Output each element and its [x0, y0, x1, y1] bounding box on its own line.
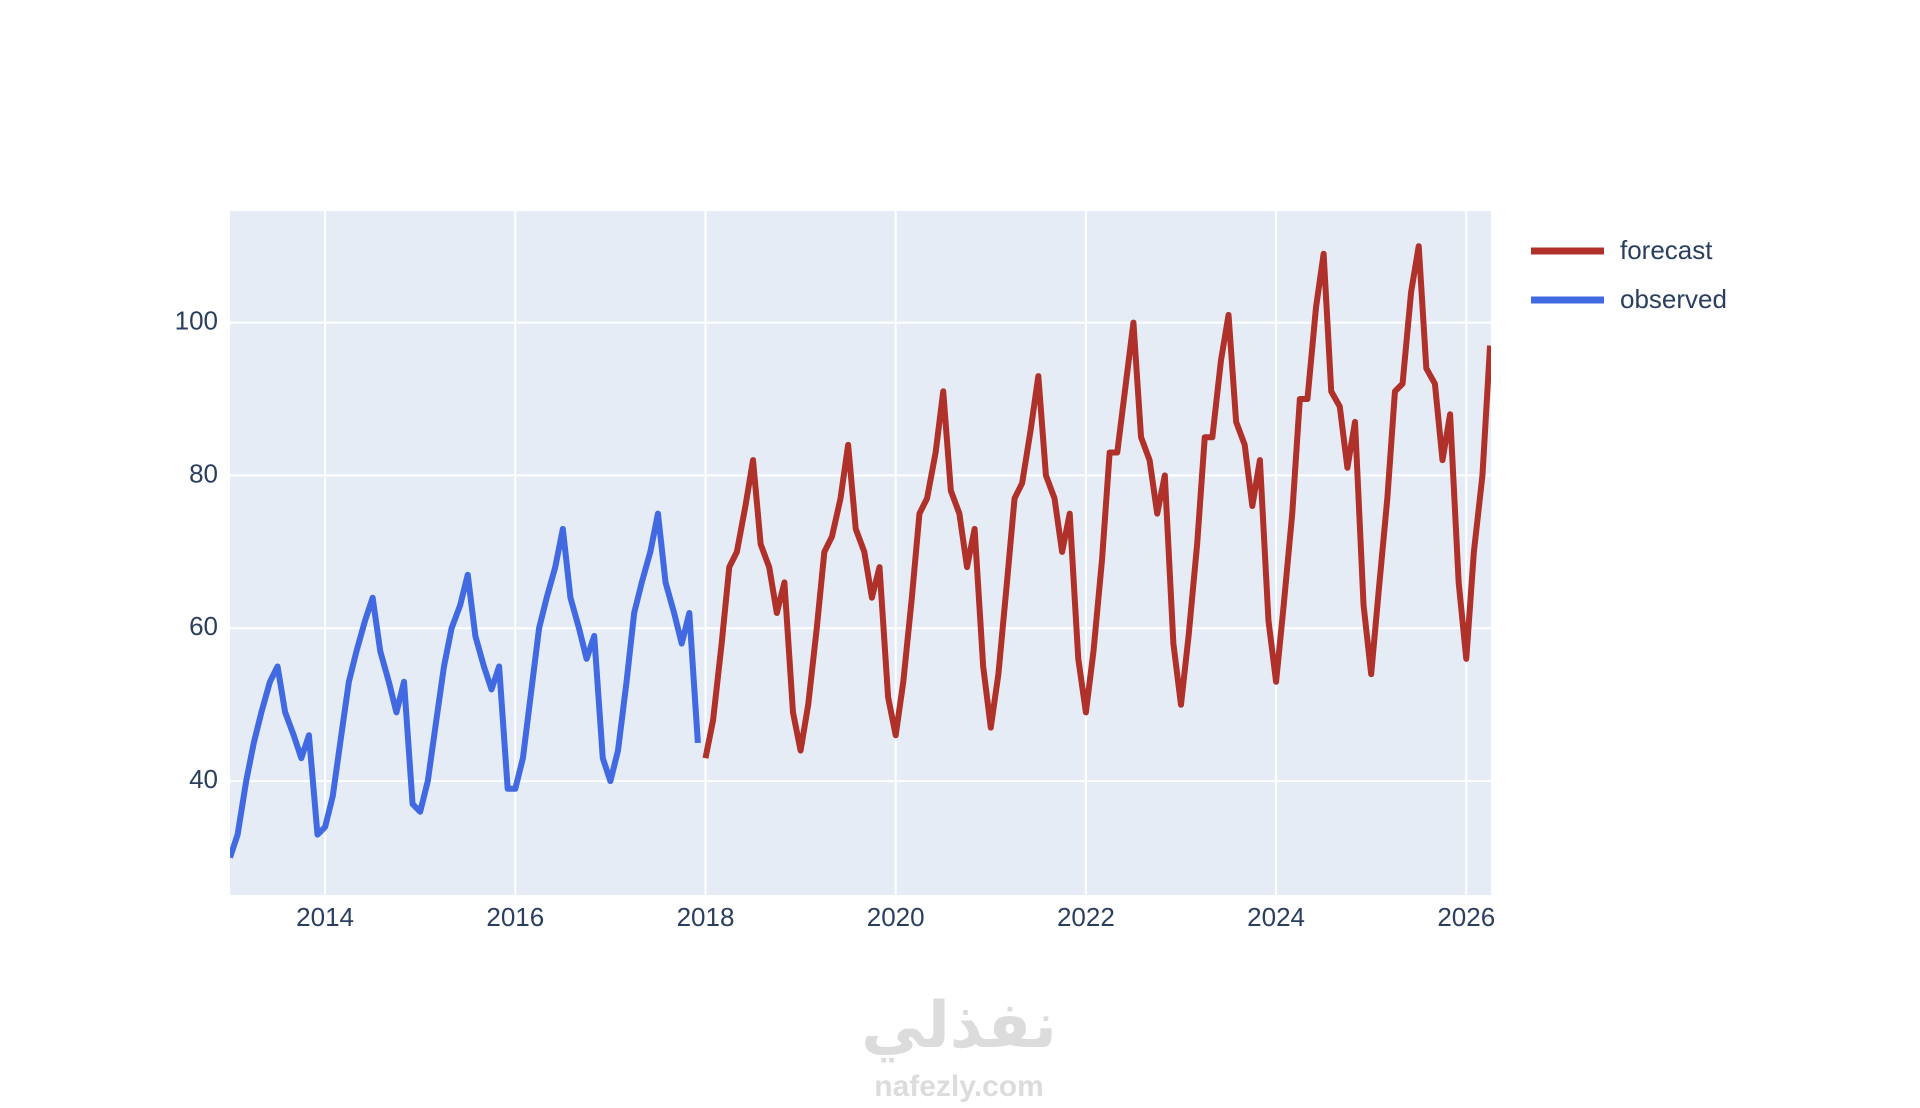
- y-tick-label: 100: [175, 305, 218, 335]
- grid: [230, 211, 1491, 895]
- lines: [230, 243, 1491, 859]
- watermark-latin: nafezly.com: [874, 1070, 1044, 1103]
- x-tick-label: 2022: [1057, 902, 1115, 932]
- x-tick-label: 2016: [486, 902, 544, 932]
- legend-label: observed: [1620, 284, 1727, 314]
- y-tick-label: 80: [189, 458, 218, 488]
- x-tick-label: 2014: [296, 902, 354, 932]
- x-tick-label: 2026: [1437, 902, 1495, 932]
- y-tick-label: 40: [189, 764, 218, 794]
- watermark-arabic: نفذلي: [861, 989, 1057, 1063]
- y-tick-label: 60: [189, 611, 218, 641]
- series-line: [230, 510, 701, 859]
- x-tick-label: 2020: [867, 902, 925, 932]
- x-tick-label: 2024: [1247, 902, 1305, 932]
- legend-label: forecast: [1620, 235, 1713, 265]
- labels: 40 60 80 100 2014 2016 2018 2020 2022 2024 2026 for…: [175, 235, 1727, 932]
- plot-area: [230, 211, 1491, 895]
- series-line: [702, 243, 1491, 759]
- x-tick-label: 2018: [677, 902, 735, 932]
